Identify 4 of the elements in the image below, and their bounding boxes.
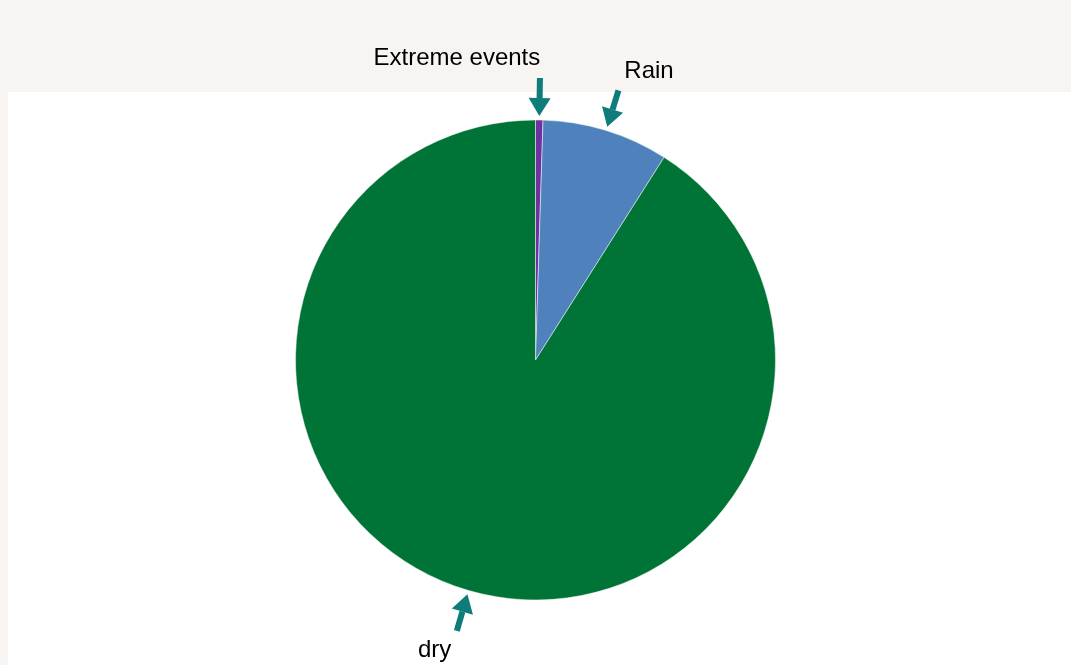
- pie-slice: [295, 119, 776, 601]
- slice-label: dry: [417, 635, 452, 663]
- slice-label: Rain: [624, 56, 674, 84]
- slice-label: Extreme events: [373, 43, 541, 71]
